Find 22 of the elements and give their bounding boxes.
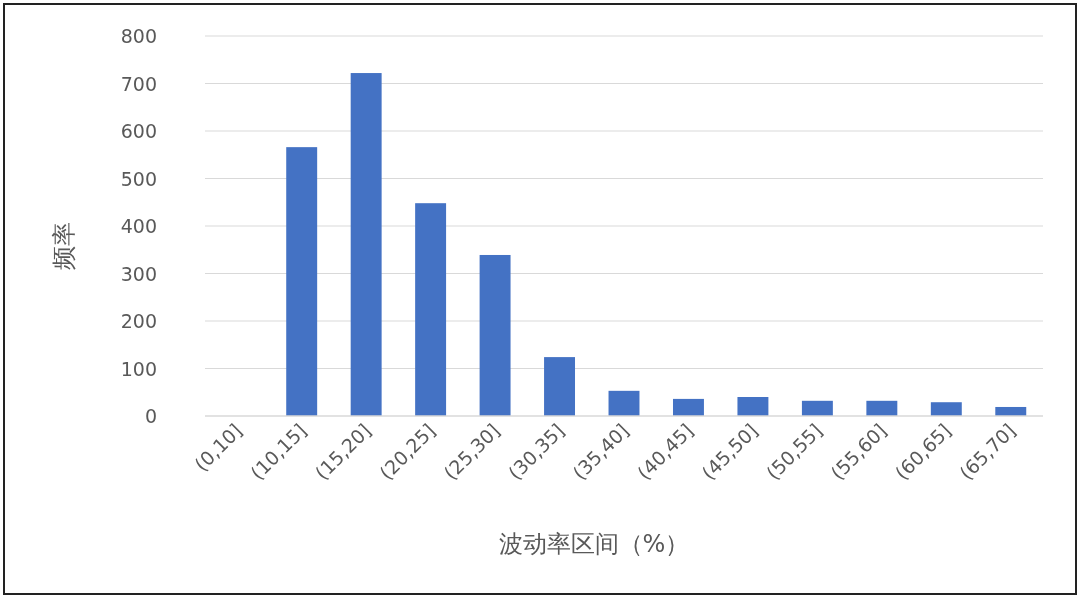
bar xyxy=(930,402,962,416)
x-axis-title: 波动率区间（%） xyxy=(498,530,690,558)
y-tick-label: 0 xyxy=(144,405,157,427)
y-tick-label: 400 xyxy=(120,215,157,237)
bar xyxy=(544,357,576,416)
y-tick-label: 800 xyxy=(120,25,157,47)
bar xyxy=(350,73,382,416)
y-tick-label: 600 xyxy=(120,120,157,142)
bar xyxy=(415,203,447,416)
bar xyxy=(866,400,898,416)
y-tick-label: 500 xyxy=(120,167,157,190)
bar xyxy=(737,397,769,416)
y-tick-label: 200 xyxy=(120,310,157,332)
y-tick-label: 100 xyxy=(120,357,157,380)
y-tick-label: 700 xyxy=(120,72,157,95)
bar xyxy=(479,254,511,416)
bar xyxy=(286,147,318,416)
bar xyxy=(608,390,640,416)
bar xyxy=(672,398,704,416)
y-tick-label: 300 xyxy=(120,262,157,285)
bar xyxy=(801,400,833,416)
y-axis-title: 频率 xyxy=(50,222,78,270)
